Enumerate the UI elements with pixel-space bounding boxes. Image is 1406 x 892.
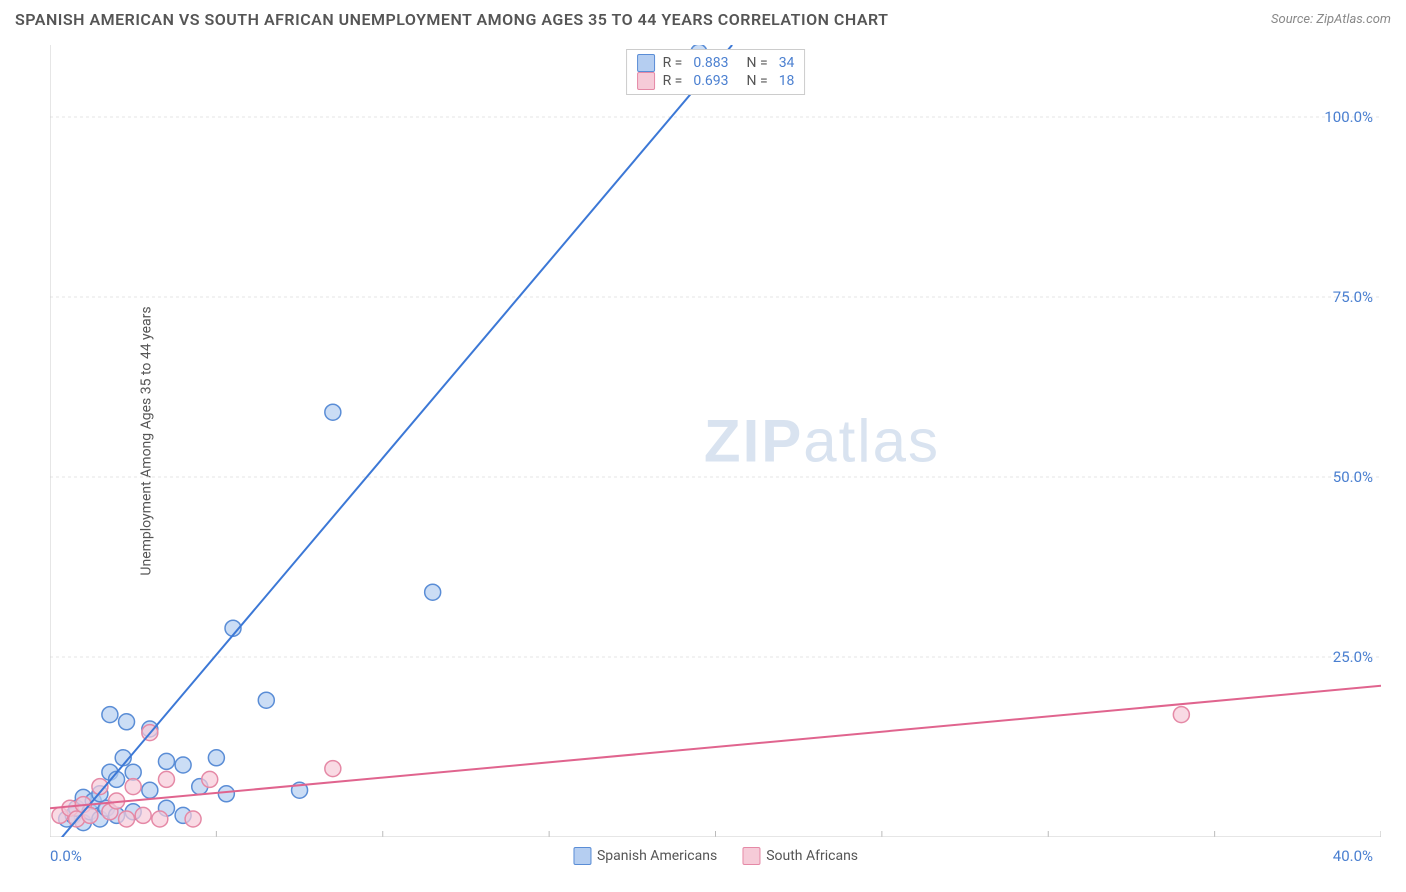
- x-axis-origin-label: 0.0%: [50, 847, 82, 865]
- data-point: [142, 782, 158, 798]
- data-point: [425, 584, 441, 600]
- data-point: [152, 811, 168, 827]
- stats-r-value: 0.883: [693, 55, 728, 71]
- stats-row: R = 0.693 N = 18: [637, 72, 795, 90]
- data-point: [218, 786, 234, 802]
- chart-area: Unemployment Among Ages 35 to 44 years Z…: [50, 45, 1381, 837]
- correlation-stats-box: R = 0.883 N = 34 R = 0.693 N = 18: [626, 49, 806, 95]
- stats-row: R = 0.883 N = 34: [637, 54, 795, 72]
- stats-n-label: N =: [747, 55, 768, 71]
- data-point: [119, 811, 135, 827]
- chart-header: SPANISH AMERICAN VS SOUTH AFRICAN UNEMPL…: [15, 10, 1391, 29]
- data-point: [258, 692, 274, 708]
- stats-r-label: R =: [663, 55, 683, 71]
- data-point: [202, 771, 218, 787]
- trend-line: [50, 686, 1381, 808]
- y-axis-tick-label: 25.0%: [1333, 648, 1373, 666]
- y-axis-tick-label: 100.0%: [1324, 108, 1373, 126]
- legend-item: Spanish Americans: [573, 847, 717, 865]
- legend: Spanish Americans South Africans: [573, 847, 858, 865]
- legend-swatch: [573, 847, 591, 865]
- stats-r-label: R =: [663, 73, 683, 89]
- data-point: [208, 750, 224, 766]
- y-axis-tick-label: 75.0%: [1333, 288, 1373, 306]
- legend-label: Spanish Americans: [597, 848, 717, 864]
- data-point: [325, 761, 341, 777]
- data-point: [325, 404, 341, 420]
- legend-swatch: [742, 847, 760, 865]
- data-point: [1173, 707, 1189, 723]
- data-point: [158, 771, 174, 787]
- stats-swatch: [637, 54, 655, 72]
- stats-n-value: 18: [779, 73, 795, 89]
- data-point: [175, 757, 191, 773]
- x-axis-max-label: 40.0%: [1333, 847, 1373, 865]
- scatter-plot: [50, 45, 1381, 837]
- data-point: [185, 811, 201, 827]
- data-point: [102, 707, 118, 723]
- data-point: [135, 807, 151, 823]
- trend-line: [50, 45, 732, 837]
- stats-n-label: N =: [747, 73, 768, 89]
- stats-r-value: 0.693: [693, 73, 728, 89]
- y-axis-tick-label: 50.0%: [1333, 468, 1373, 486]
- data-point: [125, 764, 141, 780]
- stats-swatch: [637, 72, 655, 90]
- legend-label: South Africans: [766, 848, 858, 864]
- chart-source: Source: ZipAtlas.com: [1271, 12, 1391, 27]
- chart-title: SPANISH AMERICAN VS SOUTH AFRICAN UNEMPL…: [15, 10, 889, 29]
- stats-n-value: 34: [779, 55, 795, 71]
- data-point: [125, 779, 141, 795]
- data-point: [158, 753, 174, 769]
- data-point: [119, 714, 135, 730]
- legend-item: South Africans: [742, 847, 858, 865]
